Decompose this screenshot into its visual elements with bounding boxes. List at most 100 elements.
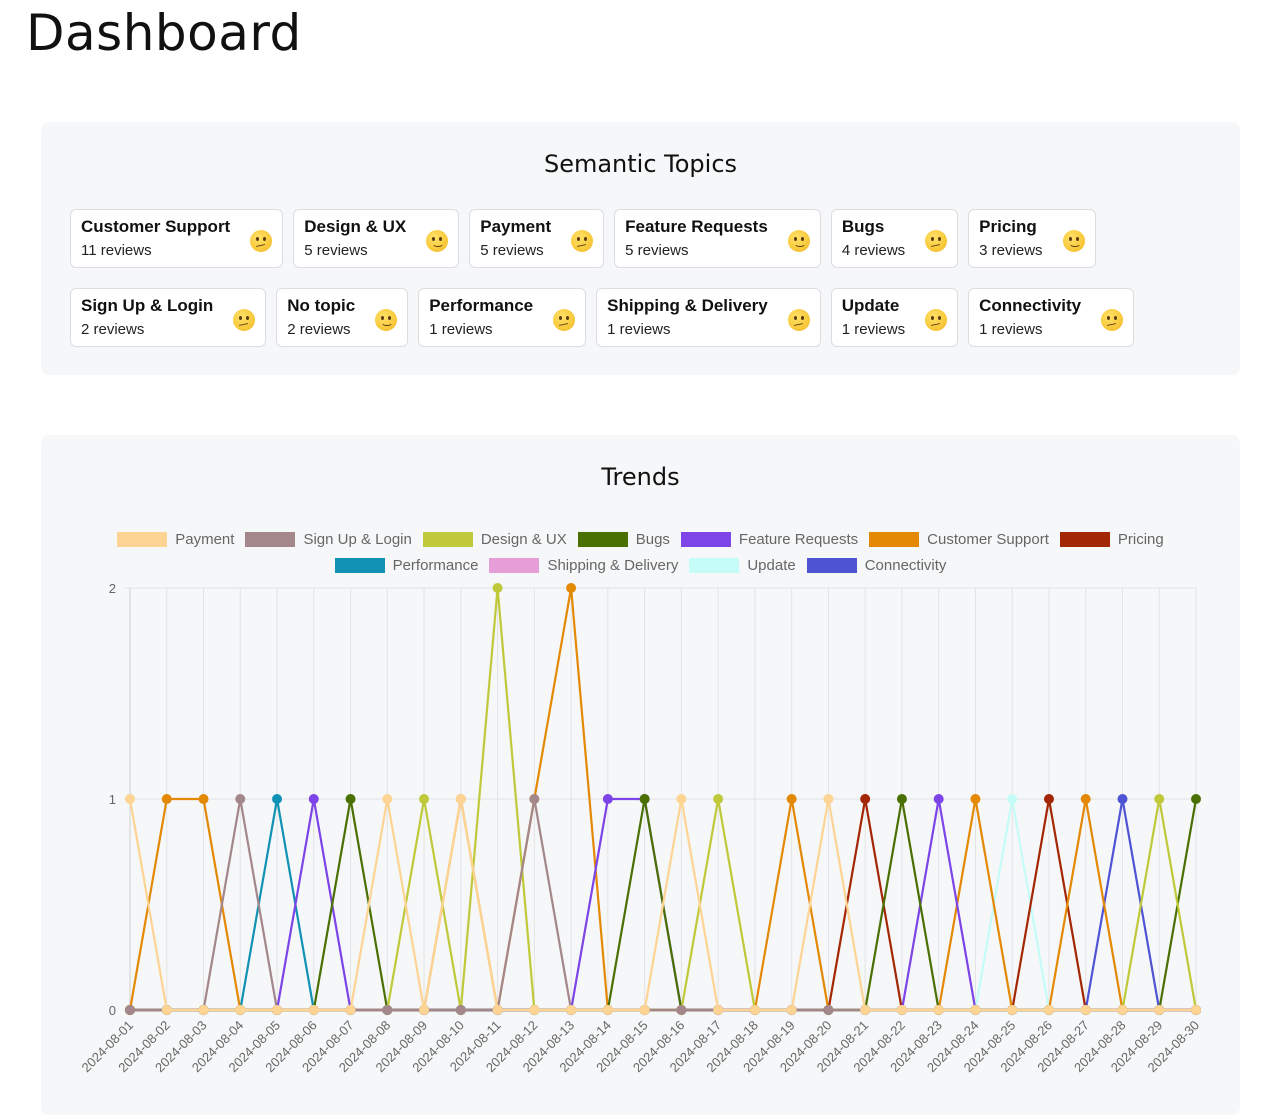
legend-label: Feature Requests	[738, 531, 859, 548]
legend-item[interactable]: Customer Support	[869, 531, 1049, 548]
legend-item[interactable]: Performance	[334, 557, 479, 574]
topic-card-text: Update 1 reviews	[842, 296, 905, 338]
data-point	[382, 794, 393, 804]
data-point	[345, 794, 356, 804]
data-point	[1154, 794, 1165, 804]
topic-review-count: 2 reviews	[287, 321, 351, 338]
y-tick-label: 2	[109, 581, 116, 596]
topic-card-text: Feature Requests 5 reviews	[625, 217, 768, 259]
legend-item[interactable]: Update	[689, 557, 796, 574]
data-point	[860, 794, 871, 804]
legend-item[interactable]: Pricing	[1059, 531, 1164, 548]
data-point	[602, 794, 613, 804]
topic-card[interactable]: Feature Requests 5 reviews	[614, 209, 821, 268]
data-point	[382, 1005, 393, 1015]
legend-item[interactable]: Bugs	[577, 531, 670, 548]
confused-face-icon	[925, 309, 948, 331]
data-point	[896, 1005, 907, 1015]
data-point	[529, 794, 540, 804]
y-tick-label: 1	[109, 792, 116, 807]
data-point	[235, 794, 246, 804]
confused-face-icon	[553, 309, 576, 331]
legend-swatch	[1059, 532, 1110, 547]
data-point	[455, 1005, 466, 1015]
data-point	[198, 794, 209, 804]
legend-swatch	[117, 532, 168, 547]
topic-card-text: Payment 5 reviews	[480, 217, 551, 259]
trends-panel: 0 1 2 2024-08-01 2024-08-02 2024-08-03 2024-08…	[41, 435, 1240, 1115]
topic-name: Update	[841, 296, 900, 315]
legend-item[interactable]: Design & UX	[422, 531, 567, 548]
legend-swatch	[869, 532, 920, 547]
trends-title: Trends	[601, 463, 680, 491]
data-point	[1007, 794, 1018, 804]
topic-card[interactable]: Bugs 4 reviews	[830, 209, 959, 268]
legend-item[interactable]: Feature Requests	[680, 531, 859, 548]
data-point	[161, 1005, 172, 1015]
topic-review-count: 1 reviews	[607, 321, 671, 338]
data-point	[161, 794, 172, 804]
data-point	[1117, 794, 1128, 804]
topic-card-text: Shipping & Delivery 1 reviews	[607, 296, 768, 338]
legend-item[interactable]: Shipping & Delivery	[489, 557, 678, 574]
data-point	[345, 1005, 356, 1015]
topic-name: Pricing	[979, 217, 1037, 236]
topic-name: Customer Support	[81, 217, 231, 236]
topic-review-count: 11 reviews	[81, 242, 152, 259]
data-point	[308, 794, 319, 804]
legend-label: Payment	[175, 531, 235, 548]
topic-card-text: Sign Up & Login 2 reviews	[81, 296, 213, 338]
confused-face-icon	[233, 309, 256, 331]
topic-card[interactable]: Sign Up & Login 2 reviews	[70, 288, 267, 347]
data-point	[1080, 1005, 1091, 1015]
legend-label: Shipping & Delivery	[547, 557, 679, 574]
data-point	[419, 794, 430, 804]
legend-swatch	[245, 532, 296, 547]
legend-label: Performance	[392, 557, 479, 574]
data-point	[235, 1005, 246, 1015]
legend-swatch	[422, 532, 473, 547]
data-point	[492, 1005, 503, 1015]
legend-item[interactable]: Sign Up & Login	[245, 531, 412, 548]
confused-face-icon	[571, 230, 594, 252]
topic-card[interactable]: Update 1 reviews	[830, 288, 959, 347]
legend-swatch	[334, 558, 385, 573]
topic-card[interactable]: Shipping & Delivery 1 reviews	[596, 288, 821, 347]
legend-label: Sign Up & Login	[303, 531, 412, 548]
topic-card[interactable]: Design & UX 5 reviews	[293, 209, 460, 268]
legend-swatch	[577, 532, 628, 547]
data-point	[823, 1005, 834, 1015]
topic-card-text: Customer Support 11 reviews	[81, 217, 230, 259]
topic-card[interactable]: Connectivity 1 reviews	[968, 288, 1135, 347]
topic-card-text: No topic 2 reviews	[287, 296, 355, 338]
legend-item[interactable]: Connectivity	[806, 557, 946, 574]
semantic-topics-panel: Semantic Topics Customer Support 11 revie…	[41, 122, 1240, 375]
data-point	[1043, 794, 1054, 804]
data-point	[125, 794, 135, 804]
data-point	[896, 794, 907, 804]
data-point	[1191, 794, 1201, 804]
topic-card[interactable]: Pricing 3 reviews	[968, 209, 1096, 268]
semantic-topics-title: Semantic Topics	[543, 150, 738, 178]
legend-item[interactable]: Payment	[117, 531, 234, 548]
data-point	[308, 1005, 319, 1015]
data-point	[492, 583, 503, 593]
data-point	[970, 794, 981, 804]
topic-card[interactable]: Payment 5 reviews	[469, 209, 605, 268]
legend-label: Customer Support	[927, 531, 1049, 548]
topic-card[interactable]: Performance 1 reviews	[418, 288, 587, 347]
topic-card-text: Bugs 4 reviews	[842, 217, 905, 259]
topic-name: Payment	[480, 217, 552, 236]
topic-card[interactable]: No topic 2 reviews	[276, 288, 409, 347]
data-point	[823, 794, 834, 804]
topic-card[interactable]: Customer Support 11 reviews	[70, 209, 284, 268]
data-point	[198, 1005, 209, 1015]
confused-face-icon	[787, 309, 810, 331]
legend-swatch	[489, 558, 540, 573]
legend-label: Design & UX	[480, 531, 567, 548]
data-point	[786, 794, 797, 804]
topic-review-count: 1 reviews	[429, 321, 493, 338]
data-point	[1043, 1005, 1054, 1015]
topic-name: Sign Up & Login	[81, 296, 214, 315]
data-point	[676, 1005, 687, 1015]
